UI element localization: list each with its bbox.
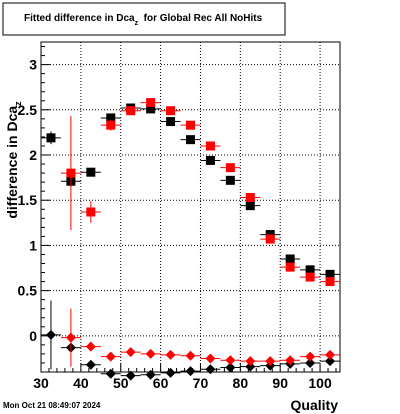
x-tick-label: 60	[153, 375, 169, 391]
data-point-square	[305, 265, 315, 275]
x-tick-label: 80	[233, 375, 249, 391]
data-point-diamond	[225, 362, 236, 373]
data-point-diamond	[185, 350, 196, 361]
y-tick-label: 0.5	[18, 283, 38, 299]
data-point-diamond	[65, 332, 76, 343]
data-point-square	[126, 106, 136, 116]
x-axis-title: Quality	[291, 397, 339, 413]
data-point-diamond	[285, 355, 296, 366]
x-tick-label: 40	[73, 375, 89, 391]
data-point-square	[186, 135, 195, 145]
data-point-square	[106, 120, 116, 130]
data-point-square	[205, 155, 215, 165]
data-point-square	[186, 120, 195, 130]
data-point-diamond	[165, 349, 176, 360]
data-point-diamond	[325, 349, 336, 360]
series-3	[60, 308, 340, 367]
data-point-square	[265, 230, 275, 240]
data-point-diamond	[145, 348, 156, 359]
data-point-diamond	[85, 341, 96, 352]
data-point-diamond	[205, 364, 216, 375]
y-axis-title: difference in Dcaz	[4, 101, 23, 219]
data-point-square	[146, 98, 156, 108]
data-point-square	[166, 106, 176, 116]
y-tick-label: 2.5	[18, 102, 38, 118]
data-point-square	[86, 207, 96, 217]
data-point-diamond	[185, 366, 196, 377]
data-point-diamond	[125, 347, 136, 358]
data-point-diamond	[305, 357, 316, 368]
data-point-diamond	[165, 367, 176, 378]
plot-frame	[40, 41, 341, 373]
data-point-square	[305, 272, 315, 282]
data-point-square	[285, 254, 295, 264]
axis-ticks	[40, 46, 337, 372]
series-0	[41, 103, 340, 279]
x-tick-label: 90	[272, 375, 288, 391]
data-marks	[41, 98, 340, 381]
series-1	[60, 98, 340, 287]
series-2	[41, 300, 340, 381]
data-point-diamond	[245, 356, 256, 367]
data-point-diamond	[325, 356, 336, 367]
data-point-square	[265, 234, 275, 244]
y-tick-labels: 0 0.5 1 1.5 2 2.5 3	[18, 57, 38, 344]
data-point-square	[86, 167, 96, 177]
data-point-diamond	[145, 369, 156, 380]
data-point-diamond	[245, 361, 256, 372]
y-tick-label: 1	[29, 237, 37, 253]
title-box	[2, 2, 286, 36]
data-point-diamond	[85, 359, 96, 370]
data-point-square	[46, 133, 56, 143]
y-tick-label: 1.5	[18, 192, 38, 208]
x-tick-label: 100	[308, 375, 332, 391]
data-point-diamond	[265, 356, 276, 367]
data-point-square	[205, 141, 215, 151]
x-tick-labels: 30 40 50 60 70 80 90 100	[33, 375, 332, 391]
data-point-diamond	[105, 368, 116, 379]
chart-title: Fitted difference in Dcaz for Global Rec…	[24, 13, 263, 27]
data-point-square	[245, 201, 255, 211]
data-point-square	[285, 262, 295, 272]
data-point-square	[146, 104, 156, 114]
data-point-diamond	[205, 353, 216, 364]
data-point-square	[225, 175, 235, 185]
data-point-square	[106, 113, 116, 123]
y-tick-label: 3	[29, 57, 37, 73]
x-tick-label: 30	[33, 375, 49, 391]
data-point-diamond	[45, 329, 56, 340]
data-point-diamond	[125, 370, 136, 381]
timestamp: Mon Oct 21 08:49:07 2024	[3, 401, 101, 410]
data-point-diamond	[305, 351, 316, 362]
data-point-square	[166, 117, 176, 127]
data-point-diamond	[105, 351, 116, 362]
data-point-square	[325, 277, 335, 287]
data-point-square	[225, 163, 235, 173]
data-point-square	[66, 168, 76, 178]
x-tick-label: 70	[193, 375, 209, 391]
y-tick-label: 0	[29, 328, 37, 344]
data-point-diamond	[225, 355, 236, 366]
data-point-square	[325, 269, 335, 279]
grid	[41, 42, 340, 372]
x-tick-label: 50	[113, 375, 129, 391]
y-tick-label: 2	[29, 147, 37, 163]
data-point-square	[245, 193, 255, 203]
